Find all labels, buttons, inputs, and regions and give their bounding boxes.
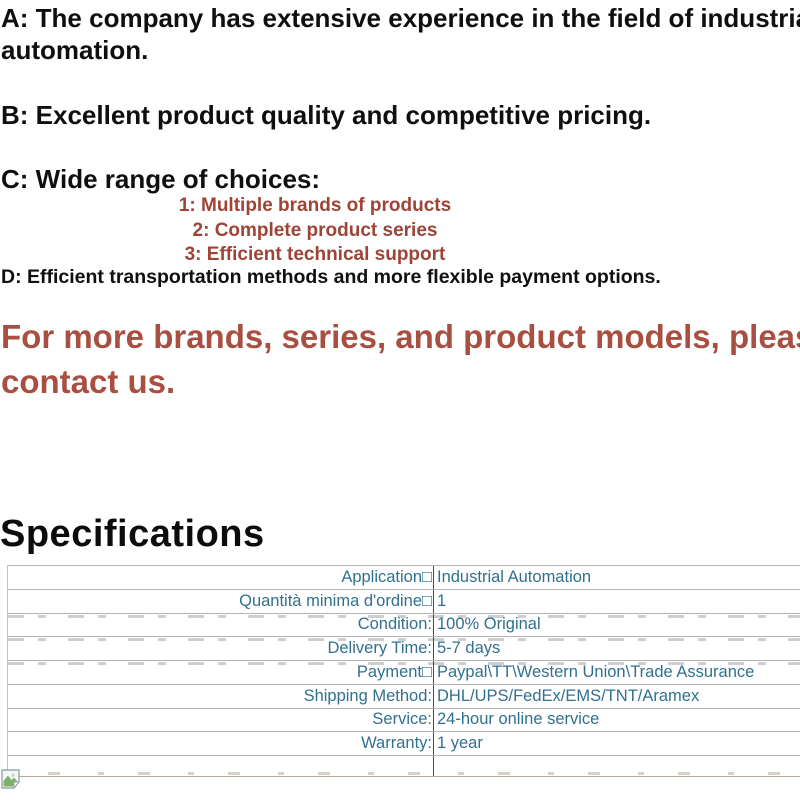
c-item-2: 2: Complete product series — [192, 219, 438, 241]
spec-value: Industrial Automation — [433, 566, 800, 589]
spec-row-shipping-method: Shipping Method: DHL/UPS/FedEx/EMS/TNT/A… — [8, 683, 800, 708]
spec-value: 24-hour online service — [433, 708, 800, 732]
spec-label: Quantità minima d'ordine□ — [239, 591, 432, 610]
paragraph-b: B: Excellent product quality and competi… — [1, 100, 652, 130]
spec-row-warranty: Warranty: 1 year — [8, 731, 800, 755]
spec-label: Delivery Time: — [327, 639, 432, 658]
paragraph-d: D: Efficient transportation methods and … — [1, 266, 661, 288]
spec-label: Warranty: — [361, 734, 432, 753]
spec-row-empty — [8, 755, 800, 777]
spec-row-minimum-order: Quantità minima d'ordine□ 1 — [8, 588, 800, 613]
paragraph-a: A: The company has extensive experience … — [1, 2, 800, 66]
spec-value: 1 — [433, 589, 800, 613]
spec-row-application: Application□ Industrial Automation — [8, 565, 800, 589]
spec-label: Payment□ — [356, 662, 432, 681]
spec-row-condition: Condition: 100% Original — [8, 612, 800, 637]
spec-row-payment: Payment□ Paypal\TT\Western Union\Trade A… — [8, 660, 800, 684]
spec-value: Paypal\TT\Western Union\Trade Assurance — [433, 661, 800, 684]
spec-label: Application□ — [341, 567, 432, 586]
spec-label: Service: — [372, 710, 432, 729]
specifications-table: Application□ Industrial Automation Quant… — [7, 565, 800, 777]
spec-value: 100% Original — [433, 613, 800, 637]
paragraph-a-line2: automation. — [1, 35, 149, 65]
spec-row-service: Service: 24-hour online service — [8, 707, 800, 732]
promo-heading: For more brands, series, and product mod… — [1, 314, 800, 404]
spec-label: Condition: — [357, 615, 432, 634]
c-item-1: 1: Multiple brands of products — [178, 195, 452, 216]
c-items-list: 1: Multiple brands of products 2: Comple… — [0, 194, 630, 268]
paragraph-c: C: Wide range of choices: — [1, 164, 321, 194]
specifications-title: Specifications — [0, 513, 265, 555]
spec-label: Shipping Method: — [303, 686, 432, 705]
spec-value: 1 year — [433, 732, 800, 755]
promo-heading-line1: For more brands, series, and product mod… — [1, 318, 800, 355]
spec-row-delivery-time: Delivery Time: 5-7 days — [8, 636, 800, 660]
paragraph-a-line1: A: The company has extensive experience … — [1, 3, 800, 33]
broken-image-icon — [1, 769, 22, 791]
c-item-3: 3: Efficient technical support — [184, 244, 446, 265]
promo-heading-line2: contact us. — [1, 363, 176, 400]
spec-value: 5-7 days — [433, 637, 800, 660]
spec-value: DHL/UPS/FedEx/EMS/TNT/Aramex — [433, 684, 800, 708]
